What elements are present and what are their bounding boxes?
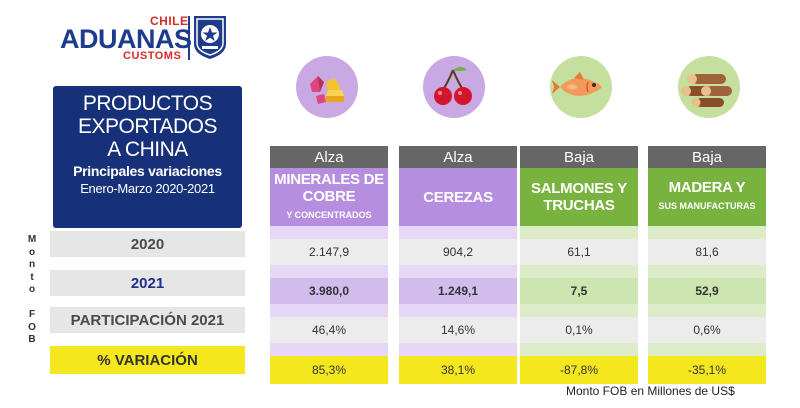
product-name: CEREZAS [399, 168, 517, 226]
row-label-variation: % VARIACIÓN [50, 346, 245, 374]
value-2020: 904,2 [399, 239, 517, 265]
column-minerales: Alza MINERALES DE COBRE Y CONCENTRADOS 2… [270, 146, 388, 384]
trend-label: Baja [520, 146, 638, 168]
cherries-icon [423, 56, 485, 118]
monto-fob-vertical-label: M o n t o F O B [27, 234, 37, 345]
customs-badge-icon [194, 16, 226, 59]
participation-value: 0,6% [648, 317, 766, 343]
logo-divider [188, 16, 190, 60]
participation-value: 14,6% [399, 317, 517, 343]
title-panel: PRODUCTOS EXPORTADOS A CHINA Principales… [53, 86, 242, 228]
variation-value: -87,8% [520, 356, 638, 384]
trend-label: Alza [270, 146, 388, 168]
value-2020: 2.147,9 [270, 239, 388, 265]
participation-value: 0,1% [520, 317, 638, 343]
variation-value: 38,1% [399, 356, 517, 384]
unit-note: Monto FOB en Millones de US$ [566, 384, 735, 398]
value-2021: 52,9 [648, 278, 766, 304]
column-madera: Baja MADERA Y SUS MANUFACTURAS 81,6 52,9… [648, 146, 766, 384]
trend-label: Baja [648, 146, 766, 168]
trend-label: Alza [399, 146, 517, 168]
variation-value: 85,3% [270, 356, 388, 384]
title-line-1: PRODUCTOS [82, 92, 213, 115]
minerals-icon [296, 56, 358, 118]
value-2021: 3.980,0 [270, 278, 388, 304]
row-label-2021: 2021 [50, 270, 245, 296]
row-label-participation: PARTICIPACIÓN 2021 [50, 307, 245, 333]
column-salmones: Baja SALMONES Y TRUCHAS 61,1 7,5 0,1% -8… [520, 146, 638, 384]
value-2020: 81,6 [648, 239, 766, 265]
title-subtitle: Principales variaciones [73, 163, 222, 179]
product-name: SALMONES Y TRUCHAS [520, 168, 638, 226]
title-line-2: EXPORTADOS [78, 115, 217, 138]
logo-customs-text: CUSTOMS [123, 50, 182, 62]
row-label-2020: 2020 [50, 231, 245, 257]
product-name: MINERALES DE COBRE Y CONCENTRADOS [270, 168, 388, 226]
logs-icon [678, 56, 740, 118]
variation-value: -35,1% [648, 356, 766, 384]
value-2021: 1.249,1 [399, 278, 517, 304]
value-2020: 61,1 [520, 239, 638, 265]
title-period: Enero-Marzo 2020-2021 [80, 181, 215, 196]
value-2021: 7,5 [520, 278, 638, 304]
participation-value: 46,4% [270, 317, 388, 343]
column-cerezas: Alza CEREZAS 904,2 1.249,1 14,6% 38,1% [399, 146, 517, 384]
fish-icon [550, 56, 612, 118]
logo-chile-text: CHILE [150, 14, 189, 28]
title-line-3: A CHINA [107, 138, 188, 161]
logo-aduanas-text: ADUANAS [60, 24, 192, 54]
product-name: MADERA Y SUS MANUFACTURAS [648, 168, 766, 226]
